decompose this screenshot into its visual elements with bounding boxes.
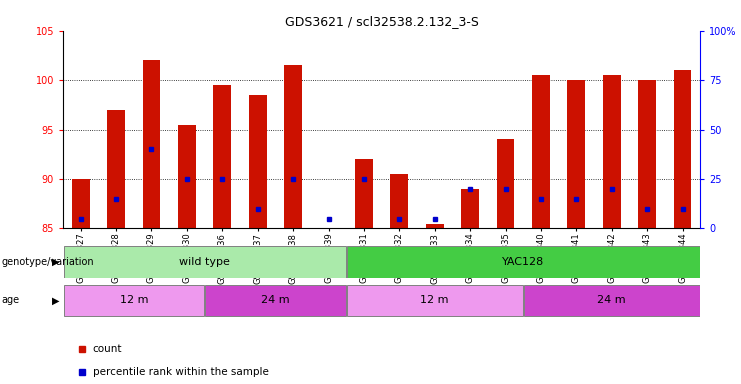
Bar [391, 174, 408, 228]
Bar [426, 223, 444, 228]
Bar [249, 95, 267, 228]
Text: 12 m: 12 m [119, 295, 148, 306]
Bar [142, 60, 160, 228]
Bar [638, 80, 656, 228]
Text: 24 m: 24 m [261, 295, 290, 306]
Bar [355, 159, 373, 228]
Bar [496, 139, 514, 228]
Text: 24 m: 24 m [597, 295, 626, 306]
Bar [347, 285, 522, 316]
Text: count: count [93, 344, 122, 354]
Bar [64, 247, 345, 278]
Bar [178, 125, 196, 228]
Bar [285, 65, 302, 228]
Bar [524, 285, 700, 316]
Bar [213, 85, 231, 228]
Title: GDS3621 / scl32538.2.132_3-S: GDS3621 / scl32538.2.132_3-S [285, 15, 479, 28]
Bar [603, 75, 620, 228]
Bar [64, 285, 204, 316]
Bar [107, 110, 125, 228]
Text: 12 m: 12 m [420, 295, 449, 306]
Bar [72, 179, 90, 228]
Text: percentile rank within the sample: percentile rank within the sample [93, 367, 268, 377]
Text: age: age [1, 295, 19, 306]
Bar [347, 247, 700, 278]
Text: ▶: ▶ [52, 257, 59, 267]
Text: ▶: ▶ [52, 295, 59, 306]
Bar [532, 75, 550, 228]
Text: wild type: wild type [179, 257, 230, 267]
Text: genotype/variation: genotype/variation [1, 257, 94, 267]
Bar [461, 189, 479, 228]
Bar [205, 285, 345, 316]
Bar [568, 80, 585, 228]
Text: YAC128: YAC128 [502, 257, 545, 267]
Bar [674, 70, 691, 228]
